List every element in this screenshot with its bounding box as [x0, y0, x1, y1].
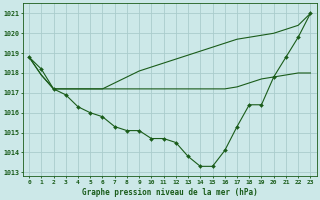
X-axis label: Graphe pression niveau de la mer (hPa): Graphe pression niveau de la mer (hPa)	[82, 188, 258, 197]
